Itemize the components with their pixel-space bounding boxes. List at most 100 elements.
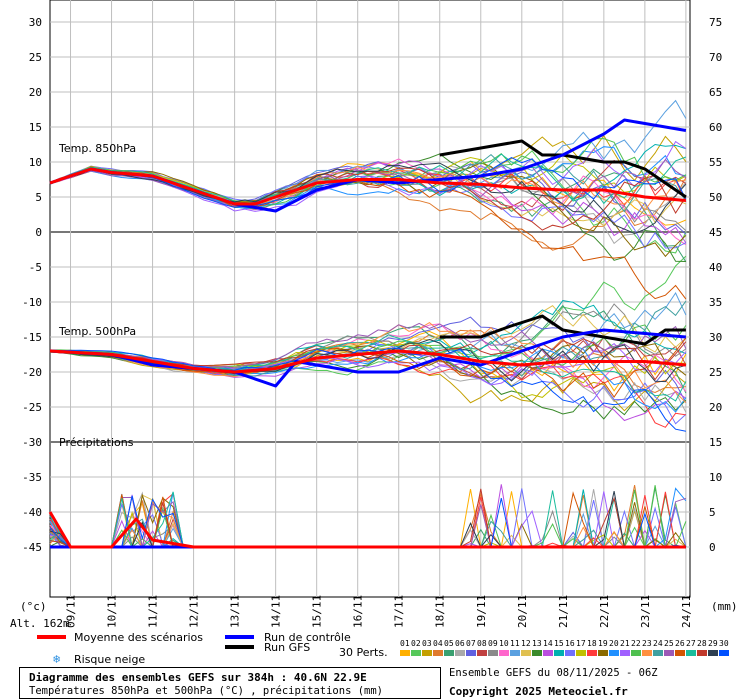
left-tick-label: 25 (29, 51, 42, 64)
pert-legend-label: 12 (521, 639, 531, 648)
right-tick-label: 0 (709, 541, 716, 554)
pert-legend-swatch (521, 650, 531, 656)
perturbation-line (49, 162, 687, 258)
right-tick-label: 35 (709, 296, 722, 309)
footer-subtitle: Températures 850hPa et 500hPa (°C) , pré… (29, 685, 384, 697)
pert-legend-swatch (587, 650, 597, 656)
copyright-label: Copyright 2025 Meteociel.fr (449, 685, 628, 698)
snowflake-icon: ❄ (53, 652, 60, 666)
pert-legend-label: 24 (653, 639, 663, 648)
x-tick-label: 24/11 (680, 595, 693, 628)
pert-legend-label: 07 (466, 639, 476, 648)
perturbation-line (49, 351, 687, 412)
right-tick-label: 65 (709, 86, 722, 99)
left-tick-label: -35 (22, 471, 42, 484)
left-tick-label: -20 (22, 366, 42, 379)
pert-legend-swatch (686, 650, 696, 656)
plot-frame (49, 0, 691, 598)
left-tick-label: 30 (29, 16, 42, 29)
left-tick-label: 10 (29, 156, 42, 169)
perturbation-legend: 01 02 03 04 05 06 07 08 09 10 11 12 13 14 15 16 17 18 19 20… (400, 639, 729, 656)
left-tick-label: -25 (22, 401, 42, 414)
altitude-label: Alt. 162m (10, 617, 70, 630)
pert-legend-label: 11 (510, 639, 520, 648)
x-tick-label: 10/11 (106, 595, 119, 628)
chart-axes: 302520151050-5-10-15-20-25-30-35-40-4575… (22, 16, 722, 628)
pert-legend-label: 03 (422, 639, 432, 648)
legend-gfs-label: Run GFS (264, 641, 310, 654)
footer-box: Diagramme des ensembles GEFS sur 384h : … (19, 667, 441, 699)
pert-legend-swatch (444, 650, 454, 656)
right-tick-label: 45 (709, 226, 722, 239)
pert-legend-label: 06 (455, 639, 465, 648)
legend-control-label: Run de contrôle (264, 631, 351, 644)
pert-legend-label: 21 (620, 639, 630, 648)
perturbation-line (49, 157, 687, 208)
perturbation-line (49, 347, 686, 432)
pert-legend-label: 20 (609, 639, 619, 648)
x-tick-label: 23/11 (639, 595, 652, 628)
right-tick-label: 60 (709, 121, 722, 134)
left-tick-label: -45 (22, 541, 42, 554)
pert-legend-label: 09 (488, 639, 498, 648)
right-tick-label: 70 (709, 51, 722, 64)
pert-legend-swatch (554, 650, 564, 656)
pert-legend-swatch (576, 650, 586, 656)
pert-legend-label: 17 (576, 639, 586, 648)
x-tick-label: 20/11 (516, 595, 529, 628)
mean-t850-line (49, 167, 687, 206)
right-tick-label: 55 (709, 156, 722, 169)
main-series-lines (48, 118, 687, 549)
pert-legend-swatch (653, 650, 663, 656)
left-tick-label: 5 (35, 191, 42, 204)
left-tick-label: 20 (29, 86, 42, 99)
pert-legend-swatch (719, 650, 729, 656)
pert-legend-label: 16 (565, 639, 575, 648)
perturbation-line (49, 342, 687, 386)
left-tick-label: -10 (22, 296, 42, 309)
left-tick-label: 0 (35, 226, 42, 239)
left-tick-label: -40 (22, 506, 42, 519)
pert-legend-label: 15 (554, 639, 564, 648)
pert-legend-swatch (422, 650, 432, 656)
left-unit-label: (°c) (20, 600, 47, 613)
pert-legend-swatch (543, 650, 553, 656)
pert-legend-label: 28 (697, 639, 707, 648)
left-tick-label: 15 (29, 121, 42, 134)
pert-legend-label: 05 (444, 639, 454, 648)
pert-legend-swatch (598, 650, 608, 656)
pert-legend-label: 18 (587, 639, 597, 648)
x-tick-label: 17/11 (393, 595, 406, 628)
pert-legend-label: 14 (543, 639, 553, 648)
x-tick-label: 15/11 (311, 595, 324, 628)
right-tick-label: 25 (709, 366, 722, 379)
right-tick-label: 40 (709, 261, 722, 274)
right-unit-label: (mm) (711, 600, 738, 613)
pert-legend-swatch (532, 650, 542, 656)
perturbation-line (49, 322, 687, 369)
pert-legend-label: 01 (400, 639, 410, 648)
pert-legend-swatch (400, 650, 410, 656)
pert-legend-label: 04 (433, 639, 443, 648)
x-tick-label: 21/11 (557, 595, 570, 628)
pert-legend-label: 13 (532, 639, 542, 648)
panel-label-t500: Temp. 500hPa (58, 325, 136, 338)
ensemble-run-label: Ensemble GEFS du 08/11/2025 - 06Z (449, 667, 658, 679)
legend-snow-label: Risque neige (74, 653, 145, 666)
legend-perts-label: 30 Perts. (339, 646, 388, 659)
x-tick-label: 22/11 (598, 595, 611, 628)
pert-legend-swatch (609, 650, 619, 656)
pert-legend-label: 08 (477, 639, 487, 648)
right-tick-label: 20 (709, 401, 722, 414)
legend-mean-label: Moyenne des scénarios (74, 631, 203, 644)
x-tick-label: 16/11 (352, 595, 365, 628)
x-tick-label: 18/11 (434, 595, 447, 628)
chart-grid (49, 0, 691, 598)
mean-precip-line (48, 511, 686, 549)
pert-legend-label: 23 (642, 639, 652, 648)
x-tick-label: 09/11 (65, 595, 78, 628)
pert-legend-swatch (411, 650, 421, 656)
mean-t500-line (49, 349, 687, 374)
pert-legend-swatch (620, 650, 630, 656)
